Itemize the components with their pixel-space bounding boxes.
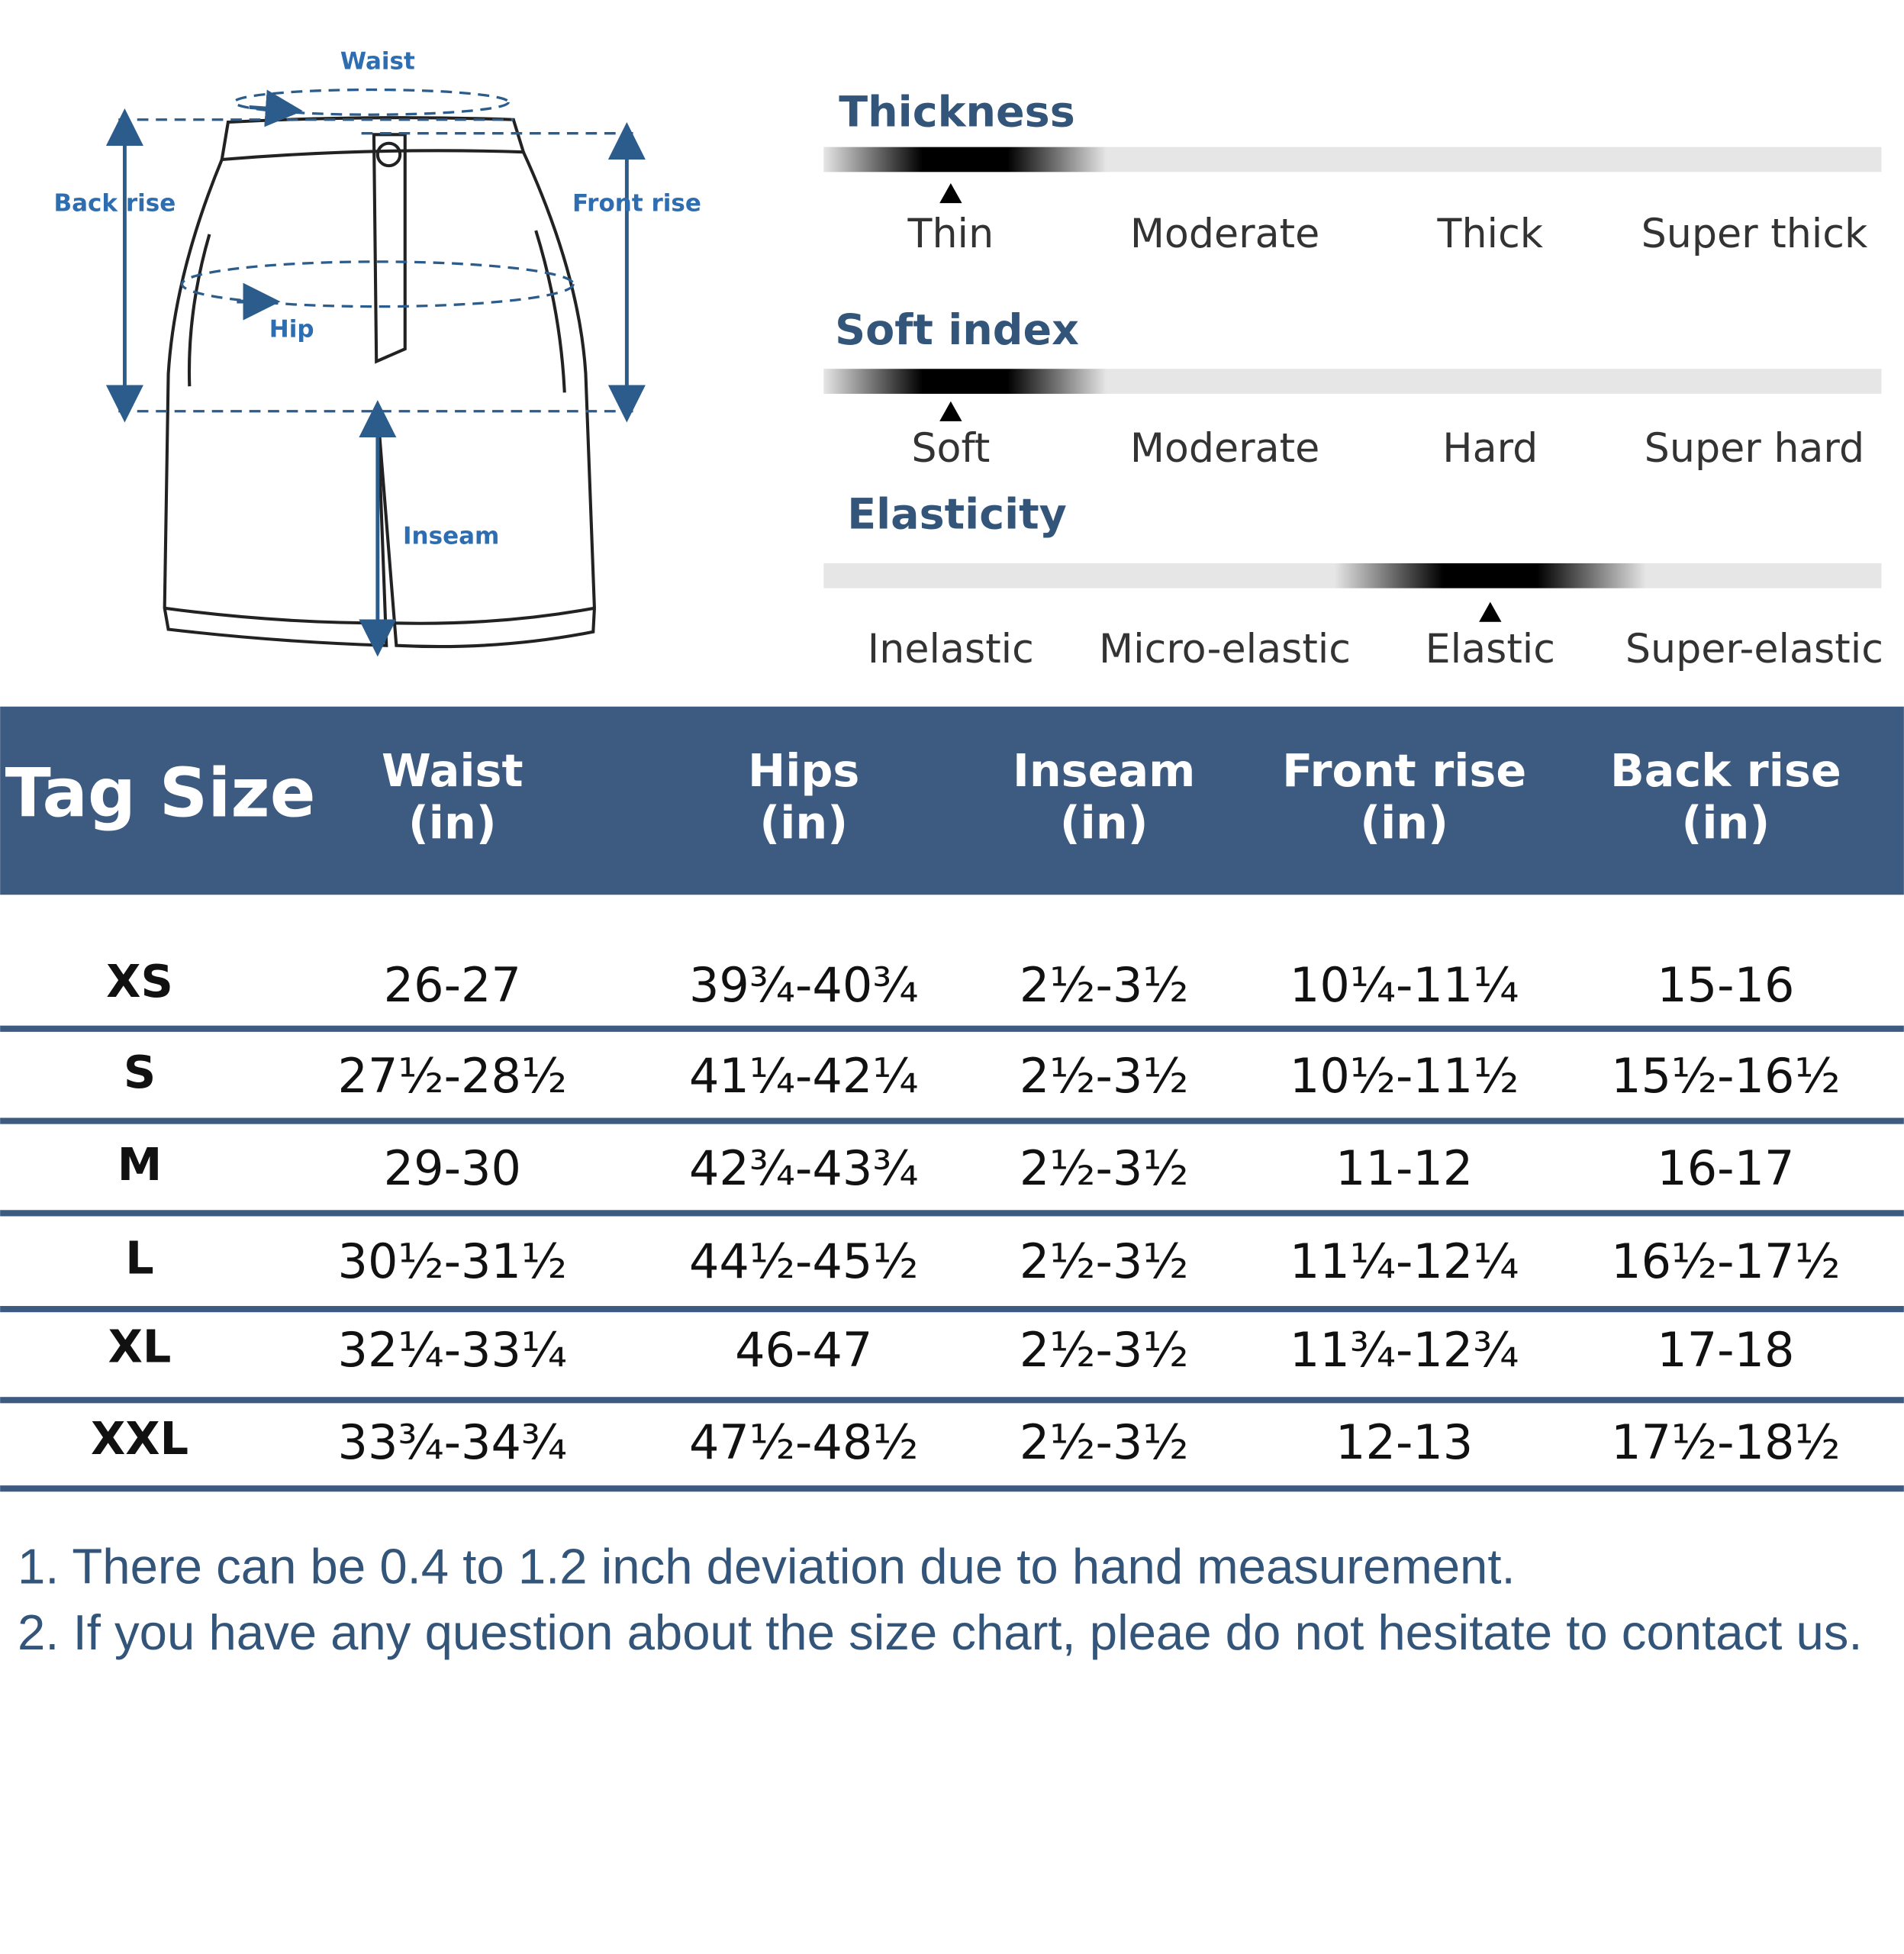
scale-title: Soft index [835, 305, 1079, 355]
value-cell: 33¾-34¾ [338, 1414, 567, 1470]
scale-option: Inelastic [868, 627, 1034, 672]
header-cell: Back rise [1610, 744, 1841, 797]
value-cell: 15-16 [1657, 957, 1794, 1013]
header-cell: (in) [1360, 797, 1448, 850]
scale-title: Thickness [839, 87, 1074, 137]
scale-option: Thin [907, 211, 994, 257]
value-cell: 2½-3½ [1020, 1233, 1189, 1289]
selected-marker [939, 401, 962, 421]
header-cell: Inseam [1013, 744, 1195, 797]
header-cell: (in) [1060, 797, 1149, 850]
value-cell: 15½-16½ [1611, 1048, 1841, 1104]
value-cell: 26-27 [384, 957, 521, 1013]
row-separator [0, 1397, 1904, 1404]
value-cell: 46-47 [735, 1322, 872, 1378]
scale-option: Micro-elastic [1099, 627, 1351, 672]
scale-option: Super-elastic [1625, 627, 1883, 672]
value-cell: 39¾-40¾ [689, 957, 918, 1013]
value-cell: 41¼-42¼ [689, 1048, 918, 1104]
row-separator [0, 1485, 1904, 1492]
value-cell: 27½-28½ [338, 1048, 567, 1104]
value-cell: 2½-3½ [1020, 957, 1189, 1013]
row-separator [0, 1306, 1904, 1313]
scale-option: Moderate [1130, 211, 1319, 257]
value-cell: 11-12 [1335, 1140, 1473, 1196]
header-cell: (in) [759, 797, 848, 850]
scale-option: Moderate [1130, 426, 1319, 472]
header-cell: (in) [1682, 797, 1770, 850]
value-cell: 11¼-12¼ [1290, 1233, 1519, 1289]
value-cell: 11¾-12¾ [1290, 1322, 1519, 1378]
label: Hip [269, 316, 314, 343]
scale-indicator [823, 369, 1107, 394]
label: Waist [340, 48, 415, 76]
size-cell: S [124, 1046, 156, 1098]
header-cell: Front rise [1282, 744, 1526, 797]
size-cell: XXL [91, 1412, 188, 1465]
scale-title: Elasticity [847, 490, 1067, 540]
scale-option: Super thick [1641, 211, 1868, 257]
note: 2. If you have any question about the si… [18, 1604, 1863, 1660]
value-cell: 10½-11½ [1290, 1048, 1519, 1104]
scale-indicator [823, 147, 1107, 173]
size-cell: M [118, 1138, 162, 1191]
table-header-band [0, 706, 1904, 895]
scale-indicator [1334, 563, 1646, 588]
scale-option: Soft [911, 426, 990, 472]
value-cell: 10¼-11¼ [1290, 957, 1519, 1013]
value-cell: 29-30 [384, 1140, 521, 1196]
value-cell: 2½-3½ [1020, 1322, 1189, 1378]
value-cell: 17-18 [1657, 1322, 1794, 1378]
row-separator [0, 1025, 1904, 1032]
value-cell: 32¼-33¼ [338, 1322, 567, 1378]
value-cell: 16½-17½ [1611, 1233, 1841, 1289]
size-cell: L [125, 1231, 153, 1284]
header-cell: Hips [748, 744, 859, 797]
shorts-diagram: Waist Back rise Front rise Hip Inseam [53, 48, 701, 657]
selected-marker [939, 183, 962, 204]
scale-option: Super hard [1645, 426, 1864, 472]
value-cell: 2½-3½ [1020, 1048, 1189, 1104]
scale-option: Elastic [1426, 627, 1555, 672]
value-cell: 2½-3½ [1020, 1140, 1189, 1196]
label: Inseam [403, 523, 499, 550]
note: 1. There can be 0.4 to 1.2 inch deviatio… [18, 1538, 1516, 1594]
value-cell: 42¾-43¾ [689, 1140, 918, 1196]
size-cell: XS [106, 955, 173, 1008]
header-cell: (in) [408, 797, 497, 850]
header-cell: Tag Size [5, 753, 316, 832]
size-cell: XL [108, 1320, 172, 1372]
scale-option: Thick [1437, 211, 1544, 257]
value-cell: 16-17 [1657, 1140, 1794, 1196]
value-cell: 44½-45½ [689, 1233, 918, 1289]
label: Back rise [53, 190, 176, 218]
row-separator [0, 1117, 1904, 1124]
value-cell: 17½-18½ [1611, 1414, 1841, 1470]
scale-option: Hard [1442, 426, 1538, 472]
header-cell: Waist [382, 744, 524, 797]
value-cell: 30½-31½ [338, 1233, 567, 1289]
value-cell: 2½-3½ [1020, 1414, 1189, 1470]
selected-marker [1479, 601, 1502, 622]
row-separator [0, 1210, 1904, 1217]
value-cell: 47½-48½ [689, 1414, 918, 1470]
label: Front rise [572, 190, 701, 218]
value-cell: 12-13 [1335, 1414, 1473, 1470]
